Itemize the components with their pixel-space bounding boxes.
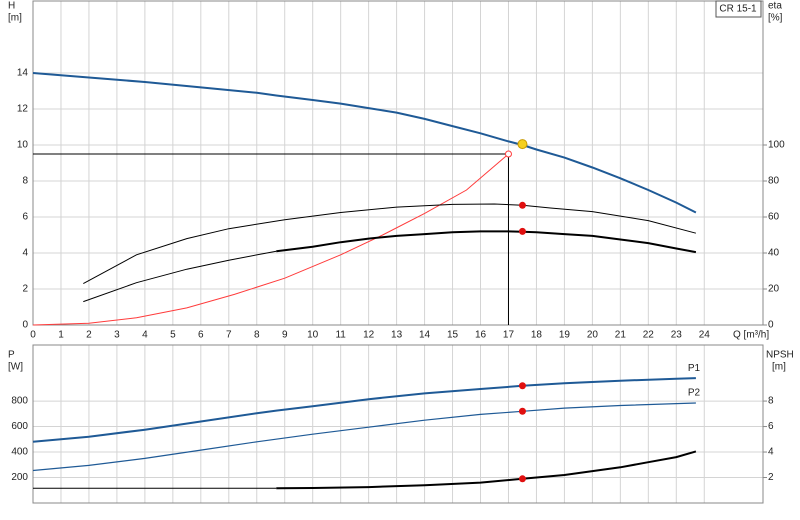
operating-point	[518, 475, 526, 483]
x-tick-label: 3	[114, 330, 120, 341]
x-tick-label: 9	[282, 330, 288, 341]
y2-unit: [%]	[768, 13, 783, 24]
y-tick-label: 8	[22, 176, 28, 187]
x-tick-label: 14	[419, 330, 431, 341]
y2-tick-label: 6	[768, 421, 774, 432]
legend-text: CR 15-1	[719, 4, 757, 15]
y-tick-label: 6	[22, 212, 28, 223]
y-tick-label: 10	[17, 140, 29, 151]
plot-frame	[32, 344, 764, 504]
operating-point	[518, 382, 526, 390]
x-tick-label: 6	[198, 330, 204, 341]
y2-tick-label: 2	[768, 472, 774, 483]
y-tick-label: 2	[22, 284, 28, 295]
y-label: H	[8, 1, 15, 12]
y-tick-label: 0	[22, 320, 28, 331]
curve	[32, 402, 696, 472]
x-tick-label: 4	[142, 330, 148, 341]
operating-point	[518, 407, 526, 415]
y2-tick-label: 80	[768, 176, 780, 187]
x-tick-label: 16	[475, 330, 487, 341]
x-tick-label: 22	[643, 330, 655, 341]
x-tick-label: 10	[307, 330, 319, 341]
y2-tick-label: 20	[768, 284, 780, 295]
x-tick-label: 20	[587, 330, 599, 341]
y-label: P	[8, 350, 15, 361]
y2-tick-label: 8	[768, 396, 774, 407]
x-tick-label: 17	[503, 330, 515, 341]
operating-point	[517, 139, 528, 150]
legend-box	[715, 0, 762, 18]
y-tick-label: 12	[17, 104, 29, 115]
x-tick-label: 19	[559, 330, 571, 341]
operating-point	[518, 201, 526, 209]
x-tick-label: 5	[170, 330, 176, 341]
curve	[83, 203, 697, 285]
y-tick-label: 800	[11, 396, 28, 407]
operating-point	[504, 150, 512, 158]
y2-label: eta	[768, 1, 782, 12]
y-tick-label: 14	[17, 68, 29, 79]
y2-tick-label: 60	[768, 212, 780, 223]
x-tick-label: 1	[58, 330, 64, 341]
curve	[276, 450, 697, 490]
y-tick-label: 200	[11, 472, 28, 483]
y2-tick-label: 100	[768, 140, 785, 151]
y-unit: [W]	[8, 362, 23, 373]
y2-unit: [m]	[772, 362, 786, 373]
y-tick-label: 4	[22, 248, 28, 259]
x-tick-label: 8	[254, 330, 260, 341]
curve	[83, 250, 277, 303]
x-label: Q [m³/h]	[733, 330, 769, 341]
x-tick-label: 2	[86, 330, 92, 341]
y-unit: [m]	[8, 13, 22, 24]
plot-frame	[32, 0, 764, 326]
series-label: P2	[688, 388, 701, 399]
x-tick-label: 15	[447, 330, 459, 341]
series-label: P1	[688, 363, 701, 374]
curve	[32, 377, 696, 443]
curve	[32, 153, 509, 326]
y-tick-label: 600	[11, 421, 28, 432]
x-tick-label: 23	[671, 330, 683, 341]
operating-point	[518, 227, 526, 235]
y2-tick-label: 0	[768, 320, 774, 331]
x-tick-label: 0	[30, 330, 36, 341]
x-tick-label: 24	[699, 330, 711, 341]
curve	[32, 72, 697, 214]
x-tick-label: 12	[363, 330, 375, 341]
x-tick-label: 18	[531, 330, 543, 341]
x-tick-label: 21	[615, 330, 627, 341]
x-tick-label: 13	[391, 330, 403, 341]
y-tick-label: 400	[11, 447, 28, 458]
x-tick-label: 7	[226, 330, 232, 341]
y2-tick-label: 40	[768, 248, 780, 259]
y2-label: NPSH	[766, 350, 794, 361]
x-tick-label: 11	[335, 330, 346, 341]
curve	[276, 230, 697, 254]
y2-tick-label: 4	[768, 447, 774, 458]
